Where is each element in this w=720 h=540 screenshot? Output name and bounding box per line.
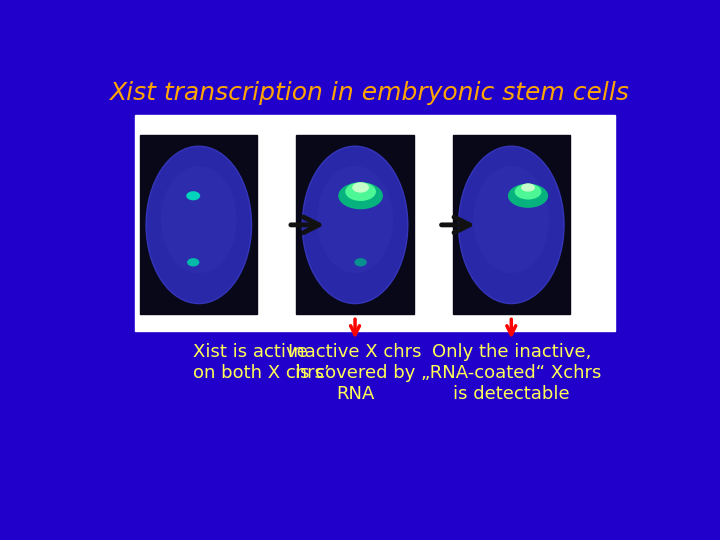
Ellipse shape [317,166,393,273]
Ellipse shape [521,183,535,192]
Text: Xist is active
on both X chrs’: Xist is active on both X chrs’ [193,343,330,382]
Text: Inactive X chrs
is covered by
RNA: Inactive X chrs is covered by RNA [288,343,422,403]
Ellipse shape [146,146,251,303]
Text: Xist transcription in embryonic stem cells: Xist transcription in embryonic stem cel… [109,82,629,105]
Ellipse shape [186,191,200,200]
Ellipse shape [187,258,199,266]
Ellipse shape [354,258,366,266]
Text: Only the inactive,
„RNA-coated“ Xchrs
is detectable: Only the inactive, „RNA-coated“ Xchrs is… [421,343,601,403]
Ellipse shape [338,183,383,210]
Ellipse shape [515,184,541,199]
FancyBboxPatch shape [297,136,413,314]
FancyBboxPatch shape [135,114,615,331]
Ellipse shape [161,166,237,273]
Ellipse shape [473,166,549,273]
Ellipse shape [346,183,376,201]
Ellipse shape [302,146,408,303]
Ellipse shape [352,183,369,193]
Ellipse shape [508,184,548,208]
FancyBboxPatch shape [140,136,258,314]
Ellipse shape [459,146,564,303]
FancyBboxPatch shape [453,136,570,314]
